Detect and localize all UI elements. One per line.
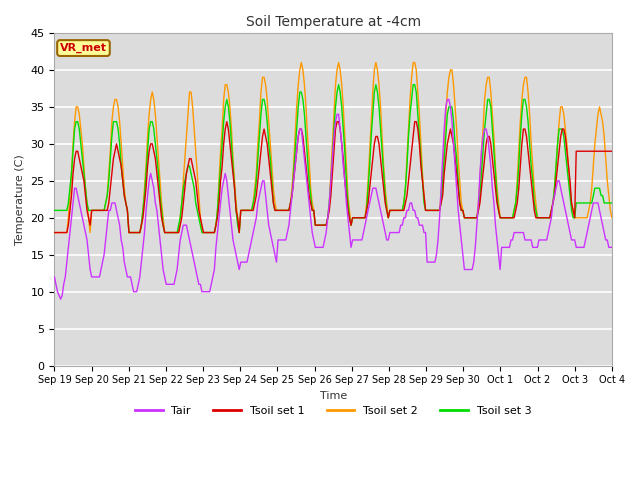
X-axis label: Time: Time (319, 391, 347, 401)
Tair (237, 259, 244, 265)
Tsoil set 3 (237, 207, 244, 213)
Tsoil set 1 (237, 207, 244, 213)
Line: Tsoil set 1: Tsoil set 1 (54, 121, 612, 232)
Tsoil set 2 (217, 148, 225, 154)
Tsoil set 2 (236, 229, 243, 235)
Tsoil set 1 (119, 178, 127, 184)
Tsoil set 1 (51, 229, 58, 235)
Y-axis label: Temperature (C): Temperature (C) (15, 154, 25, 245)
Tair (246, 244, 254, 250)
Line: Tsoil set 2: Tsoil set 2 (54, 62, 612, 232)
Tsoil set 2 (608, 215, 616, 221)
Line: Tsoil set 3: Tsoil set 3 (54, 84, 612, 232)
Tsoil set 2 (244, 207, 252, 213)
Tsoil set 1 (217, 178, 225, 184)
Tsoil set 2 (298, 60, 305, 65)
Tsoil set 1 (223, 119, 230, 124)
Tsoil set 2 (51, 229, 58, 235)
Tair (296, 126, 303, 132)
Tsoil set 3 (580, 200, 588, 206)
Tsoil set 3 (119, 178, 127, 184)
Tsoil set 1 (246, 207, 254, 213)
Tair (218, 185, 226, 191)
Legend: Tair, Tsoil set 1, Tsoil set 2, Tsoil set 3: Tair, Tsoil set 1, Tsoil set 2, Tsoil se… (131, 401, 536, 420)
Tair (57, 296, 65, 302)
Tsoil set 1 (579, 148, 586, 154)
Tsoil set 3 (296, 89, 303, 95)
Tair (444, 96, 451, 102)
Tsoil set 3 (246, 207, 254, 213)
Tsoil set 3 (218, 141, 226, 147)
Tsoil set 2 (119, 163, 127, 169)
Tair (120, 259, 128, 265)
Tsoil set 3 (125, 229, 132, 235)
Title: Soil Temperature at -4cm: Soil Temperature at -4cm (246, 15, 420, 29)
Tsoil set 2 (579, 215, 586, 221)
Tsoil set 3 (51, 207, 58, 213)
Text: VR_met: VR_met (60, 43, 107, 53)
Tsoil set 1 (608, 148, 616, 154)
Tair (608, 244, 616, 250)
Tsoil set 3 (608, 200, 616, 206)
Tsoil set 1 (296, 126, 303, 132)
Tair (51, 274, 58, 280)
Tsoil set 3 (335, 82, 342, 87)
Line: Tair: Tair (54, 99, 612, 299)
Tsoil set 2 (294, 82, 302, 87)
Tair (580, 244, 588, 250)
